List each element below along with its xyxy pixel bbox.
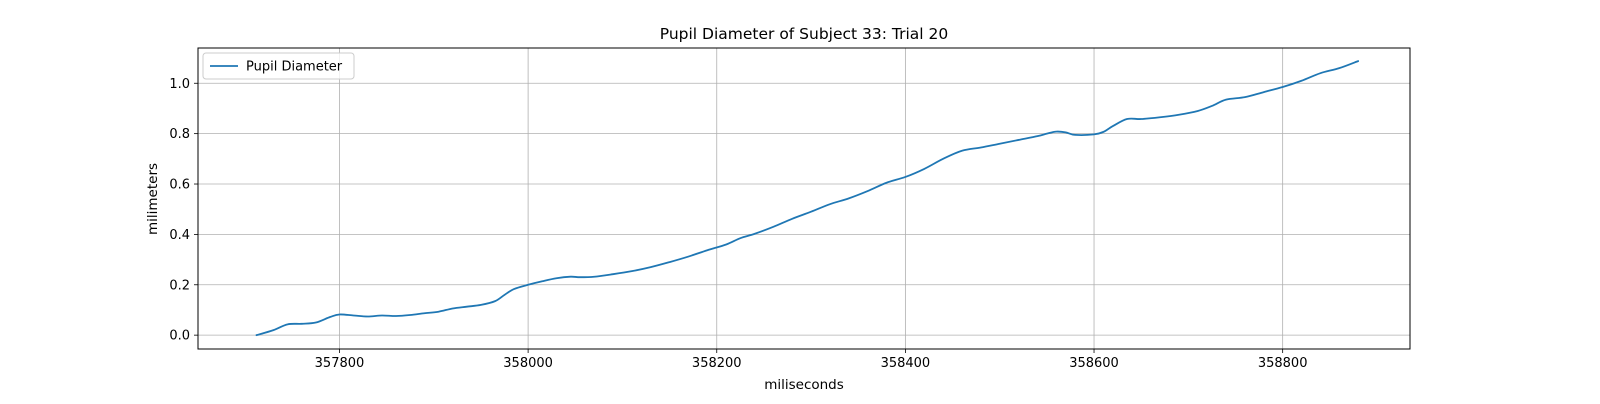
x-tick-label: 358400 bbox=[881, 356, 931, 371]
y-tick-label: 1.0 bbox=[169, 77, 190, 92]
ticks: 357800 358000 358200 358400 358600 358800 0.0 0… bbox=[169, 77, 1307, 371]
y-tick-label: 0.2 bbox=[169, 278, 190, 293]
x-tick-label: 358000 bbox=[503, 356, 553, 371]
y-tick-label: 0.8 bbox=[169, 127, 190, 142]
legend-label: Pupil Diameter bbox=[246, 60, 343, 75]
x-tick-label: 358200 bbox=[692, 356, 742, 371]
x-tick-label: 357800 bbox=[315, 356, 365, 371]
y-tick-label: 0.4 bbox=[169, 228, 190, 243]
legend-box bbox=[202, 52, 355, 80]
x-tick-label: 358800 bbox=[1258, 356, 1308, 371]
series-layer bbox=[255, 60, 1360, 337]
series-line-pupil-diameter bbox=[255, 60, 1360, 337]
y-tick-label: 0.6 bbox=[169, 178, 190, 193]
legend: Pupil Diameter bbox=[202, 52, 355, 80]
y-tick-label: 0.0 bbox=[169, 329, 190, 344]
y-axis-label: milimeters bbox=[145, 163, 161, 235]
chart-title: Pupil Diameter of Subject 33: Trial 20 bbox=[660, 25, 949, 43]
plot-frame bbox=[197, 47, 1411, 350]
x-tick-label: 358600 bbox=[1069, 356, 1119, 371]
grid bbox=[198, 48, 1410, 349]
x-axis-label: miliseconds bbox=[764, 377, 844, 393]
